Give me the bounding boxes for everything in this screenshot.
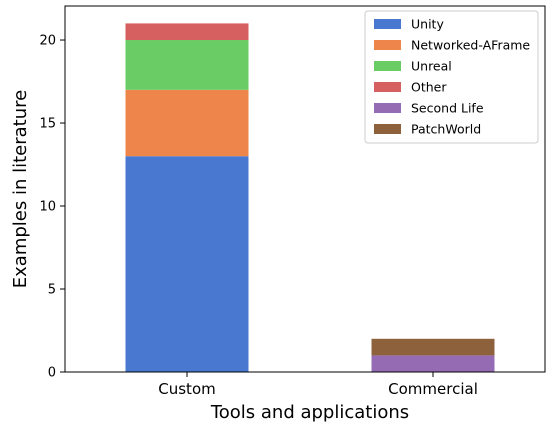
x-tick-label-custom: Custom bbox=[158, 380, 215, 398]
legend-swatch bbox=[374, 82, 401, 92]
legend-swatch bbox=[374, 19, 401, 29]
y-tick-label: 15 bbox=[39, 117, 56, 132]
bar-custom-unity bbox=[125, 156, 249, 372]
legend-label: Other bbox=[411, 80, 447, 95]
legend-swatch bbox=[374, 103, 401, 113]
legend-swatch bbox=[374, 124, 401, 134]
legend-swatch bbox=[374, 40, 401, 50]
y-tick-label: 20 bbox=[39, 34, 56, 49]
bar-commercial-patchworld bbox=[371, 338, 495, 356]
legend-label: Unity bbox=[411, 17, 444, 32]
bar-custom-other bbox=[125, 23, 249, 41]
plot-frame bbox=[64, 5, 546, 373]
x-tick-label-commercial: Commercial bbox=[388, 380, 478, 398]
y-axis-label: Examples in literature bbox=[10, 90, 31, 288]
legend-swatch bbox=[374, 61, 401, 71]
bar-commercial-second-life bbox=[371, 355, 495, 372]
y-tick-label: 5 bbox=[48, 283, 56, 298]
legend-label: Unreal bbox=[411, 59, 452, 74]
y-tick-label: 0 bbox=[48, 366, 56, 381]
y-tick-label: 10 bbox=[39, 200, 56, 215]
x-axis: Custom Commercial bbox=[158, 372, 478, 398]
bar-custom-unreal bbox=[125, 40, 249, 90]
legend-label: Second Life bbox=[411, 101, 484, 116]
bars bbox=[125, 23, 495, 372]
legend: Unity Networked-AFrame Unreal Other Second L… bbox=[364, 10, 539, 144]
legend-label: Networked-AFrame bbox=[411, 38, 530, 53]
x-axis-label: Tools and applications bbox=[210, 402, 409, 423]
bar-custom-networked-aframe bbox=[125, 89, 249, 157]
y-axis: 0 5 10 15 20 bbox=[39, 34, 65, 381]
legend-frame bbox=[364, 10, 539, 144]
legend-label: PatchWorld bbox=[411, 122, 481, 137]
